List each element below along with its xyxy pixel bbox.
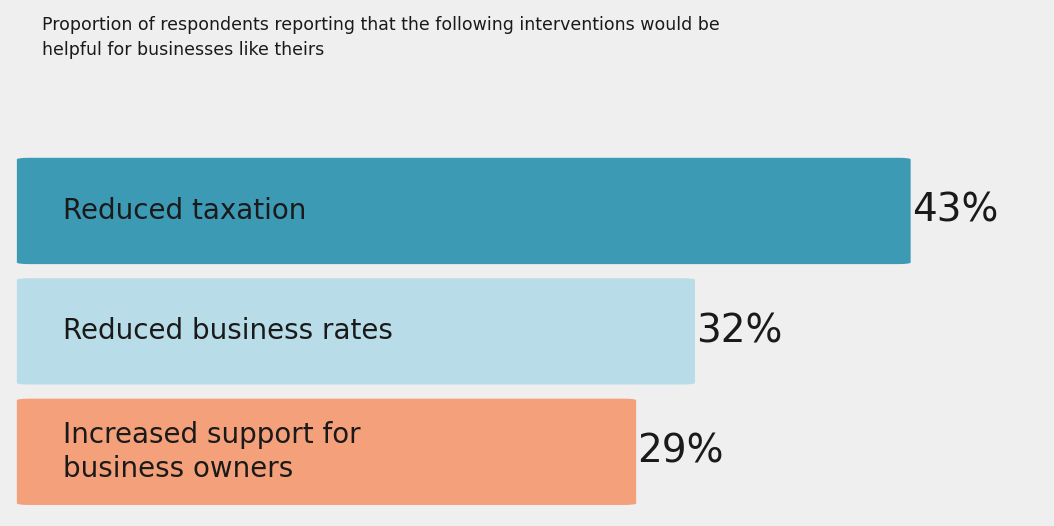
FancyBboxPatch shape xyxy=(17,278,695,385)
Text: 43%: 43% xyxy=(912,192,998,230)
Text: 29%: 29% xyxy=(638,433,724,471)
Text: 32%: 32% xyxy=(696,312,782,350)
FancyBboxPatch shape xyxy=(17,158,911,264)
Text: Reduced business rates: Reduced business rates xyxy=(63,317,393,346)
Text: Increased support for
business owners: Increased support for business owners xyxy=(63,420,360,483)
Text: Reduced taxation: Reduced taxation xyxy=(63,197,307,225)
FancyBboxPatch shape xyxy=(17,399,637,505)
Text: Proportion of respondents reporting that the following interventions would be
he: Proportion of respondents reporting that… xyxy=(42,16,720,59)
